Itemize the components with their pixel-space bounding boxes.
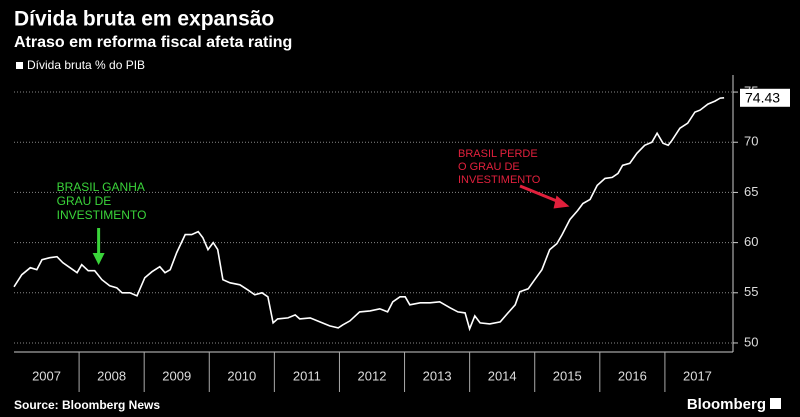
y-tick-label: 65 xyxy=(744,184,758,199)
source: Source: Bloomberg News xyxy=(14,398,160,412)
annotation-arrow xyxy=(519,184,562,204)
x-tick-label: 2011 xyxy=(293,368,321,383)
x-tick-label: 2007 xyxy=(32,368,61,383)
x-tick-label: 2014 xyxy=(488,368,517,383)
y-tick-label: 50 xyxy=(744,334,758,349)
last-value-label: 74.43 xyxy=(745,89,780,105)
x-tick-label: 2008 xyxy=(97,368,126,383)
y-tick-label: 70 xyxy=(744,134,758,149)
brand-icon xyxy=(770,398,781,409)
annotation-arrowhead xyxy=(92,253,105,265)
x-tick-label: 2010 xyxy=(227,368,256,383)
last-value-box xyxy=(740,88,790,107)
x-tick-label: 2009 xyxy=(162,368,191,383)
x-tick-label: 2017 xyxy=(683,368,712,383)
annotation-text: INVESTIMENTO xyxy=(458,174,541,186)
line xyxy=(13,97,725,332)
annotation-text: GRAU DE xyxy=(57,194,112,208)
annotation-text: BRASIL GANHA xyxy=(57,180,145,194)
x-tick-label: 2016 xyxy=(618,368,647,383)
annotation-text: INVESTIMENTO xyxy=(57,208,147,222)
y-tick-label: 55 xyxy=(744,284,758,299)
x-tick-label: 2015 xyxy=(553,368,582,383)
annotation-text: BRASIL PERDE xyxy=(458,148,538,160)
legend-label: Dívida bruta % do PIB xyxy=(27,58,145,72)
y-tick-label: 60 xyxy=(744,234,758,249)
x-tick-label: 2012 xyxy=(358,368,387,383)
annotation-text: O GRAU DE xyxy=(458,161,520,173)
annotation-arrowhead xyxy=(553,195,570,209)
chart-subtitle: Atraso em reforma fiscal afeta rating xyxy=(14,34,292,51)
brand: Bloomberg xyxy=(687,396,766,413)
legend-swatch xyxy=(16,62,23,69)
x-tick-label: 2013 xyxy=(423,368,452,383)
chart-title: Dívida bruta em expansão xyxy=(14,8,274,31)
